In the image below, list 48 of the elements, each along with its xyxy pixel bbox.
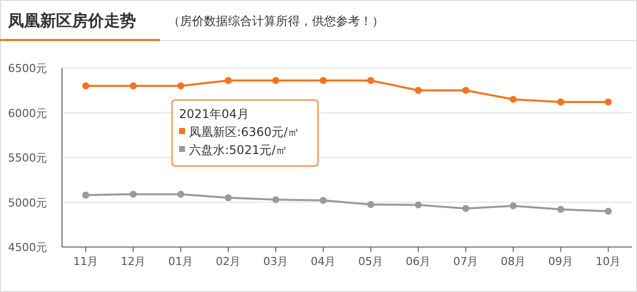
x-tick-label: 11月 [73,255,98,268]
point [177,190,184,198]
point [462,205,470,212]
x-tick-label: 01月 [168,255,194,268]
point [272,77,280,84]
point [510,202,517,210]
chart-title: 凤凰新区房价走势 [7,11,136,30]
point [604,98,612,106]
legend-label: 六盘水 [189,143,225,157]
point [414,201,422,208]
point [272,196,280,204]
x-tick-label: 08月 [500,255,526,268]
point [320,196,327,204]
y-tick-label: 4500元 [8,241,47,254]
point [557,98,564,106]
legend-label: 凤凰新区 [189,125,237,139]
annotation: :6360元/㎡ [237,125,300,139]
point [82,82,90,90]
y-tick-label: 5500元 [8,152,47,164]
y-tick-label: 5000元 [8,196,47,210]
point [367,200,374,208]
y-tick-label: 6500元 [8,62,47,75]
x-tick-label: 10月 [596,255,621,268]
point [224,194,232,202]
point [367,77,374,84]
x-tick-label: 09月 [548,255,574,268]
point [414,86,422,94]
point [462,86,470,94]
chart-subtitle: （房价数据综合计算所得，供您参考！） [168,14,384,28]
point [604,208,612,215]
x-tick-label: 02月 [216,255,241,268]
x-tick-label: 03月 [263,255,288,268]
point [130,190,137,198]
x-tick-label: 06月 [406,255,431,268]
point [82,192,90,199]
point [130,82,137,90]
annotation: 2021年04月 [179,107,249,121]
point [224,77,232,84]
x-tick-label: 12月 [120,255,146,268]
y-tick-label: 6000元 [8,106,47,120]
point [177,82,184,90]
point [510,96,517,103]
point [320,77,327,84]
x-tick-label: 04月 [310,255,336,268]
annotation: :5021元/㎡ [225,143,288,157]
x-tick-label: 05月 [358,255,384,268]
x-tick-label: 07月 [453,255,478,268]
point [557,206,564,213]
